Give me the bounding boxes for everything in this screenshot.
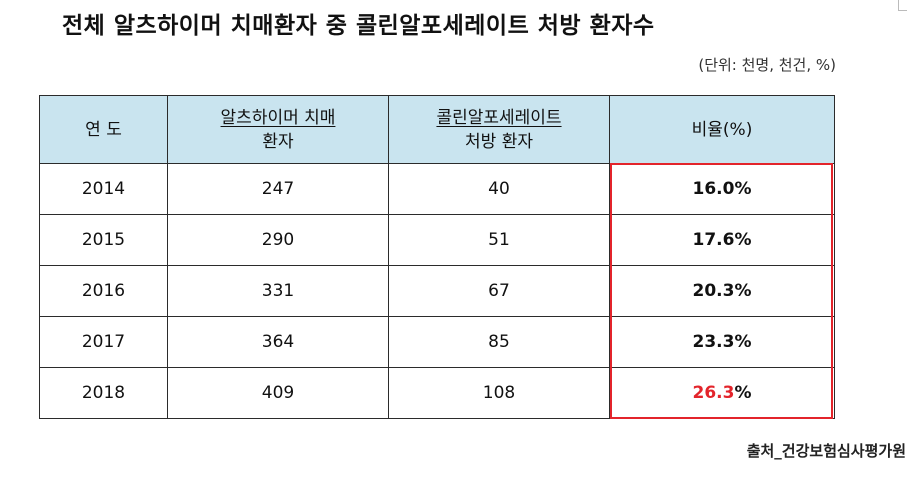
header-dementia: 알츠하이머 치매 환자 [167,95,389,164]
page-title: 전체 알츠하이머 치매환자 중 콜린알포세레이트 처방 환자수 [62,13,655,39]
data-table: 연 도 알츠하이머 치매 환자 콜린알포세레이트 처방 환자 비율(%) 201… [39,95,835,419]
unit-note: (단위: 천명, 천건, %) [698,56,836,74]
source-note: 출처_건강보험심사평가원 [746,442,906,460]
cell-ratio: 16.0% [609,163,835,215]
cell-prescription: 85 [388,316,610,368]
cell-prescription: 67 [388,265,610,317]
table-row: 2018 409 108 26.3% [39,367,835,419]
table-row: 2014 247 40 16.0% [39,163,835,215]
cell-prescription: 108 [388,367,610,419]
header-prescription-line1: 콜린알포세레이트 [436,107,562,128]
cell-year: 2014 [39,163,168,215]
cell-ratio: 20.3% [609,265,835,317]
cell-year: 2017 [39,316,168,368]
header-dementia-line2: 환자 [262,131,294,152]
cell-dementia: 290 [167,214,389,266]
cell-dementia: 331 [167,265,389,317]
header-year: 연 도 [39,95,168,164]
cell-prescription: 40 [388,163,610,215]
header-prescription: 콜린알포세레이트 처방 환자 [388,95,610,164]
cell-dementia: 409 [167,367,389,419]
table-header-row: 연 도 알츠하이머 치매 환자 콜린알포세레이트 처방 환자 비율(%) [39,95,835,164]
cell-prescription: 51 [388,214,610,266]
table-row: 2017 364 85 23.3% [39,316,835,368]
table-row: 2015 290 51 17.6% [39,214,835,266]
cell-year: 2015 [39,214,168,266]
ratio-percent-sign: % [734,383,752,403]
cell-ratio: 17.6% [609,214,835,266]
cell-ratio: 26.3% [609,367,835,419]
cell-year: 2016 [39,265,168,317]
header-prescription-line2: 처방 환자 [465,131,533,152]
corner-mark [898,0,907,11]
ratio-highlight-value: 26.3 [692,383,735,403]
cell-dementia: 364 [167,316,389,368]
cell-dementia: 247 [167,163,389,215]
header-ratio: 비율(%) [609,95,835,164]
cell-ratio: 23.3% [609,316,835,368]
header-dementia-line1: 알츠하이머 치매 [220,107,336,128]
table-row: 2016 331 67 20.3% [39,265,835,317]
cell-year: 2018 [39,367,168,419]
